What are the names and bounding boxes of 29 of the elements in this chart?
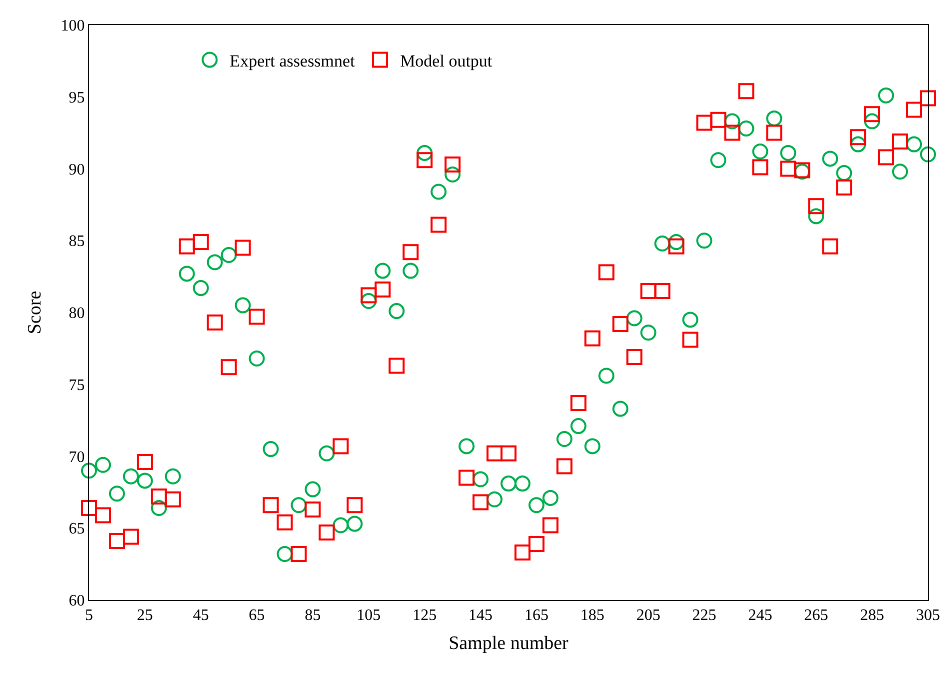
legend-label: Expert assessmnet — [230, 51, 356, 70]
x-tick-label: 25 — [136, 607, 153, 624]
x-tick-label: 125 — [412, 607, 437, 624]
legend-label: Model output — [400, 51, 492, 70]
x-tick-label: 285 — [860, 607, 884, 624]
x-tick-label: 5 — [85, 607, 93, 624]
x-tick-label: 265 — [804, 607, 828, 624]
x-tick-label: 105 — [356, 607, 381, 624]
y-tick-label: 60 — [68, 592, 85, 610]
x-tick-label: 225 — [692, 607, 716, 624]
x-tick-label: 305 — [916, 607, 940, 624]
x-tick-label: 145 — [468, 607, 493, 624]
x-tick-label: 165 — [524, 607, 548, 624]
x-tick-label: 185 — [580, 607, 604, 624]
y-tick-label: 65 — [68, 520, 85, 538]
y-tick-label: 75 — [68, 376, 85, 394]
x-axis-title: Sample number — [448, 633, 570, 654]
y-tick-label: 85 — [68, 233, 85, 250]
x-tick-label: 65 — [248, 607, 265, 624]
y-axis-title: Score — [24, 290, 46, 334]
y-tick-label: 90 — [68, 161, 85, 178]
y-tick-label: 80 — [68, 305, 85, 322]
x-tick-label: 85 — [304, 607, 321, 624]
x-tick-label: 45 — [192, 607, 209, 624]
x-tick-label: 245 — [748, 607, 772, 624]
y-tick-label: 95 — [68, 89, 85, 106]
x-tick-label: 205 — [636, 607, 660, 624]
y-tick-label: 100 — [60, 18, 85, 35]
y-tick-label: 70 — [68, 448, 85, 466]
